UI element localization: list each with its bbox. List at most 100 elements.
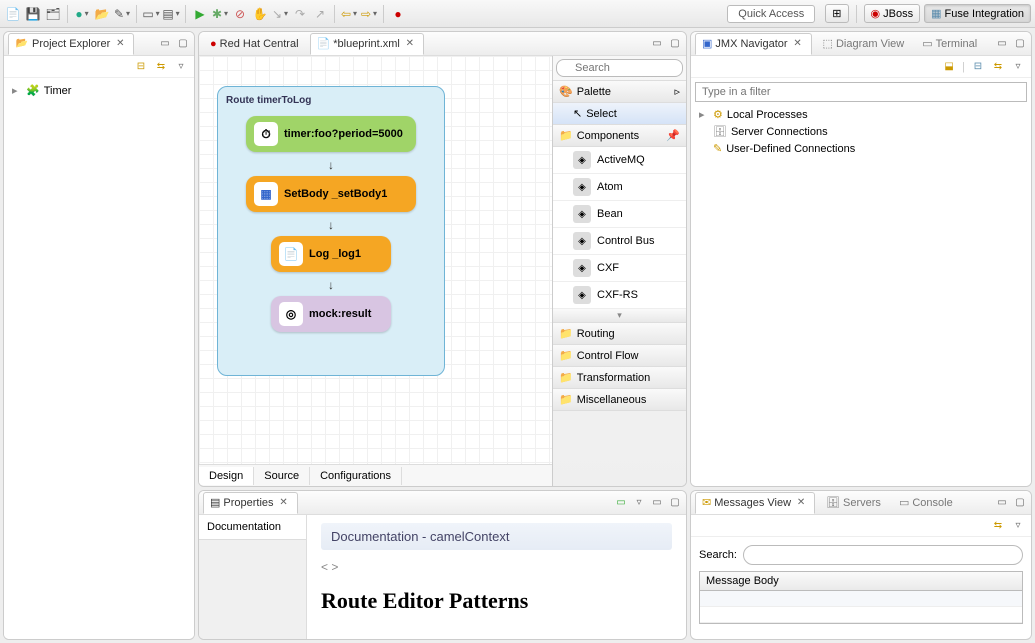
collapse-all-icon[interactable]: ⊟ — [134, 60, 148, 74]
gear-icon: ⚙ — [713, 108, 723, 121]
perspective-jboss-label: JBoss — [883, 8, 913, 20]
palette-section-components[interactable]: 📁 Components 📌 — [553, 125, 686, 147]
node-timer[interactable]: ⏱ timer:foo?period=5000 — [246, 116, 416, 152]
maximize-icon[interactable]: ▢ — [1013, 496, 1027, 510]
new-icon[interactable]: 📄 — [4, 5, 22, 23]
close-icon[interactable]: ✕ — [113, 37, 127, 51]
link-editor-icon[interactable]: ⇆ — [154, 60, 168, 74]
expand-arrow-icon[interactable]: ▸ — [699, 108, 709, 121]
palette-item[interactable]: ◈Atom — [553, 174, 686, 201]
messages-search-input[interactable] — [743, 545, 1023, 565]
list-icon[interactable]: ▤ — [162, 5, 180, 23]
pin-icon[interactable]: 📌 — [666, 129, 680, 142]
jmx-server-connections[interactable]: 🗄 Server Connections — [695, 123, 1027, 140]
route-container[interactable]: Route timerToLog ⏱ timer:foo?period=5000… — [217, 86, 445, 376]
tab-messages-view[interactable]: ✉ Messages View ✕ — [695, 492, 815, 514]
tab-redhat-central[interactable]: ● Red Hat Central — [203, 34, 306, 54]
minimize-icon[interactable]: ▭ — [650, 37, 664, 51]
maximize-icon[interactable]: ▢ — [668, 37, 682, 51]
view-menu-icon[interactable]: ▿ — [1011, 519, 1025, 533]
project-explorer-tab[interactable]: 📂 Project Explorer ✕ — [8, 33, 134, 55]
refresh-icon[interactable]: ⇆ — [991, 519, 1005, 533]
palette-more[interactable]: ▾ — [553, 309, 686, 323]
run-icon[interactable]: ▶ — [191, 5, 209, 23]
tab-servers[interactable]: 🗄 Servers — [819, 492, 888, 513]
palette-item[interactable]: ◈CXF-RS — [553, 282, 686, 309]
palette-section[interactable]: 📁Control Flow — [553, 345, 686, 367]
refresh-icon[interactable]: ⇆ — [991, 60, 1005, 74]
close-icon[interactable]: ✕ — [791, 37, 805, 51]
project-tree-item[interactable]: ▸ 🧩 Timer — [8, 82, 190, 99]
save-icon[interactable]: 💾 — [24, 5, 42, 23]
palette-section[interactable]: 📁Routing — [553, 323, 686, 345]
properties-side-documentation[interactable]: Documentation — [199, 515, 306, 540]
minimize-icon[interactable]: ▭ — [995, 37, 1009, 51]
maximize-icon[interactable]: ▢ — [176, 37, 190, 51]
close-icon[interactable]: ✕ — [403, 37, 417, 51]
quick-access-button[interactable]: Quick Access — [727, 5, 815, 23]
close-icon[interactable]: ✕ — [277, 496, 291, 510]
properties-tab[interactable]: ▤ Properties ✕ — [203, 492, 298, 514]
palette-search-input[interactable] — [556, 59, 683, 77]
palette-section[interactable]: 📁Transformation — [553, 367, 686, 389]
minimize-icon[interactable]: ▭ — [158, 37, 172, 51]
palette-item[interactable]: ◈CXF — [553, 255, 686, 282]
envelope-icon: ✉ — [702, 496, 711, 509]
palette-item[interactable]: ◈ActiveMQ — [553, 147, 686, 174]
close-icon[interactable]: ✕ — [794, 496, 808, 510]
table-row[interactable] — [700, 607, 1022, 623]
palette-item[interactable]: ◈Control Bus — [553, 228, 686, 255]
maximize-icon[interactable]: ▢ — [668, 496, 682, 510]
tab-blueprint[interactable]: 📄 *blueprint.xml ✕ — [310, 33, 424, 55]
perspective-jboss[interactable]: ◉JBoss — [864, 4, 921, 23]
minimize-icon[interactable]: ▭ — [995, 496, 1009, 510]
palette-select-tool[interactable]: ↖ Select — [553, 103, 686, 125]
messages-table-header[interactable]: Message Body — [700, 572, 1022, 591]
disconnect-icon[interactable]: ✋ — [251, 5, 269, 23]
maximize-icon[interactable]: ▢ — [1013, 37, 1027, 51]
view-menu-icon[interactable]: ▿ — [1011, 60, 1025, 74]
palette-item[interactable]: ◈Bean — [553, 201, 686, 228]
view-icon[interactable]: ▭ — [142, 5, 160, 23]
new-view-icon[interactable]: ▭ — [614, 496, 628, 510]
palette-section[interactable]: 📁Miscellaneous — [553, 389, 686, 411]
tab-jmx-navigator[interactable]: ▣ JMX Navigator ✕ — [695, 33, 812, 55]
jmx-local-processes[interactable]: ▸ ⚙ Local Processes — [695, 106, 1027, 123]
forward-icon[interactable]: ⇨ — [360, 5, 378, 23]
tab-console[interactable]: ▭ Console — [892, 492, 960, 513]
tab-configurations[interactable]: Configurations — [310, 467, 402, 485]
toolbar-icon-2[interactable]: ⊟ — [971, 60, 985, 74]
palette-title[interactable]: 🎨 Palette ▹ — [553, 81, 686, 103]
palette-item-label: Atom — [597, 181, 623, 193]
tab-diagram-view[interactable]: ⬚ Diagram View — [816, 33, 912, 54]
table-row[interactable] — [700, 591, 1022, 607]
view-menu-icon[interactable]: ▿ — [174, 60, 188, 74]
route-canvas[interactable]: Route timerToLog ⏱ timer:foo?period=5000… — [199, 56, 552, 464]
view-menu-icon[interactable]: ▿ — [632, 496, 646, 510]
node-mock[interactable]: ◎ mock:result — [271, 296, 391, 332]
node-log[interactable]: 📄 Log _log1 — [271, 236, 391, 272]
tab-source[interactable]: Source — [254, 467, 310, 485]
properties-nav[interactable]: < > — [321, 560, 672, 574]
stop-icon[interactable]: ⊘ — [231, 5, 249, 23]
expand-arrow-icon[interactable]: ▸ — [12, 84, 22, 97]
perspective-fuse[interactable]: ▦Fuse Integration — [924, 4, 1031, 23]
minimize-icon[interactable]: ▭ — [650, 496, 664, 510]
back-icon[interactable]: ⇦ — [340, 5, 358, 23]
step-return-icon[interactable]: ↗ — [311, 5, 329, 23]
jmx-filter-input[interactable] — [695, 82, 1027, 102]
tab-design[interactable]: Design — [199, 467, 254, 485]
wand-icon[interactable]: ✎ — [113, 5, 131, 23]
run-profile-icon[interactable]: ● — [73, 5, 91, 23]
toolbar-icon-1[interactable]: ⬓ — [942, 60, 956, 74]
node-setbody[interactable]: ▦ SetBody _setBody1 — [246, 176, 416, 212]
step-into-icon[interactable]: ↘ — [271, 5, 289, 23]
debug-icon[interactable]: ✱ — [211, 5, 229, 23]
open-perspective-button[interactable]: ⊞ — [825, 4, 848, 23]
open-icon[interactable]: 📂 — [93, 5, 111, 23]
step-over-icon[interactable]: ↷ — [291, 5, 309, 23]
save-all-icon[interactable]: 🗂 — [44, 5, 62, 23]
tab-terminal[interactable]: ▭ Terminal — [915, 33, 984, 54]
redhat-icon[interactable]: ● — [389, 5, 407, 23]
jmx-user-connections[interactable]: ✎ User-Defined Connections — [695, 140, 1027, 157]
